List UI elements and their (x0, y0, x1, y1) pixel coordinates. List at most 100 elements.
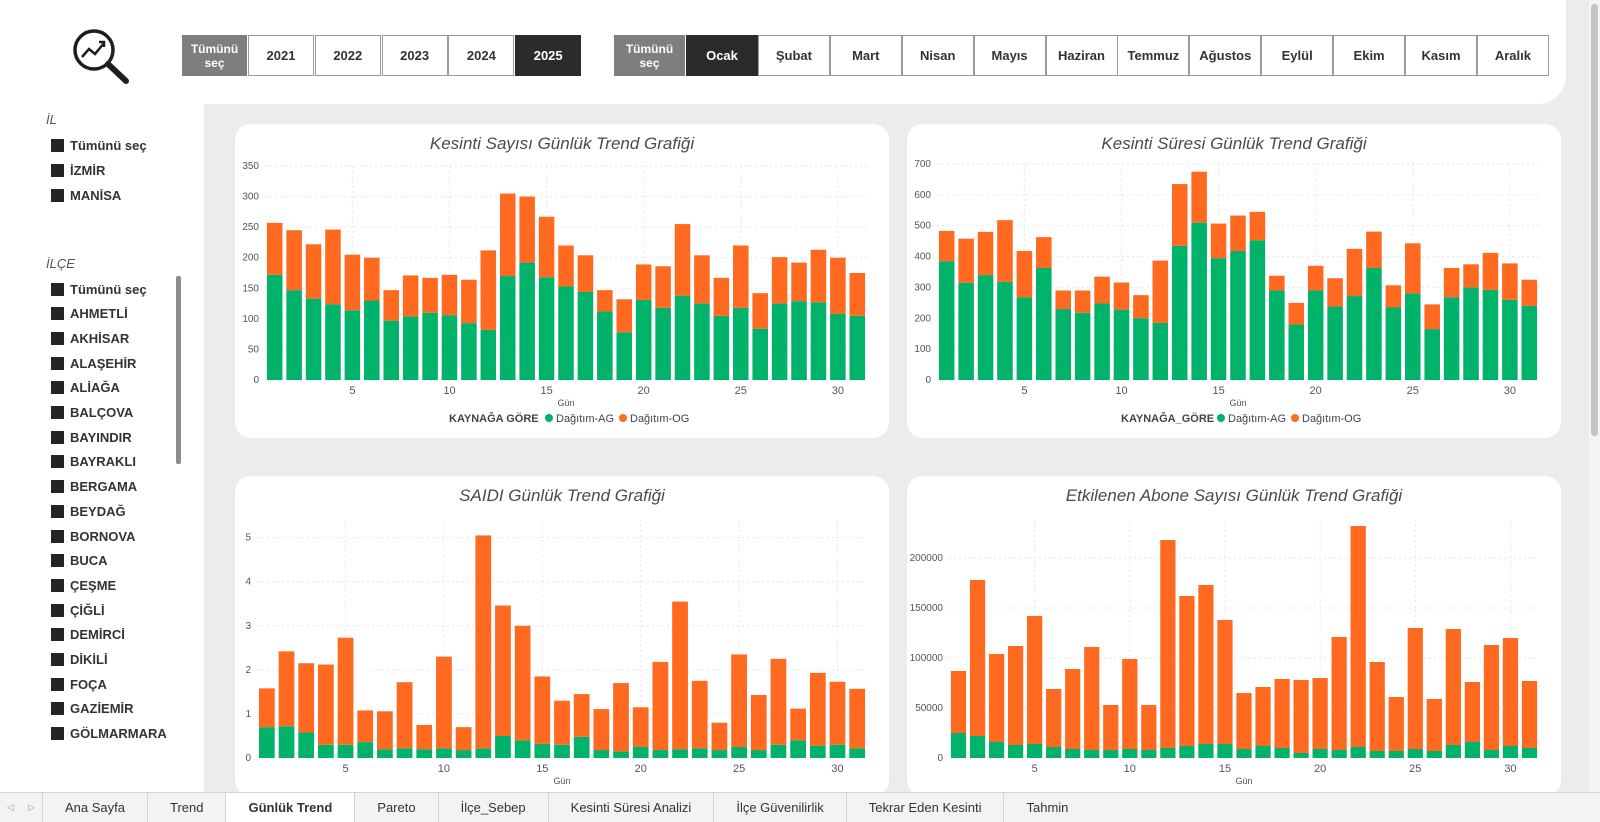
bar-ag[interactable] (480, 329, 497, 380)
bar-og[interactable] (593, 709, 610, 751)
bar-ag[interactable] (1307, 290, 1324, 380)
bar-og[interactable] (495, 605, 511, 736)
bar-ag[interactable] (1255, 746, 1271, 758)
bar-ag[interactable] (977, 275, 994, 380)
bar-og[interactable] (771, 257, 788, 304)
bar-og[interactable] (997, 220, 1013, 282)
bar-ag[interactable] (577, 291, 594, 380)
tab-4[interactable]: Pareto (354, 793, 437, 822)
year-select-all-button[interactable]: Tümünü seç (182, 35, 247, 76)
bar-og[interactable] (791, 262, 807, 302)
bar-og[interactable] (713, 277, 730, 316)
bar-og[interactable] (558, 245, 574, 287)
page-scrollbar-thumb[interactable] (1591, 4, 1598, 436)
checkbox-icon[interactable] (51, 282, 64, 296)
bar-og[interactable] (1388, 697, 1404, 751)
bar-og[interactable] (635, 264, 652, 300)
bar-og[interactable] (731, 654, 747, 747)
ilce-item[interactable]: FOÇA (51, 674, 107, 694)
bar-og[interactable] (691, 680, 708, 749)
bar-og[interactable] (480, 250, 497, 330)
bar-og[interactable] (1236, 693, 1252, 749)
month-button-6[interactable]: Haziran (1045, 35, 1118, 76)
bar-ag[interactable] (1293, 753, 1309, 758)
bar-og[interactable] (938, 230, 955, 262)
bar-og[interactable] (950, 671, 967, 733)
bar-ag[interactable] (1388, 751, 1404, 758)
bar-ag[interactable] (1249, 240, 1266, 380)
bar-og[interactable] (830, 257, 846, 314)
ilce-item[interactable]: Tümünü seç (51, 279, 147, 299)
ilce-item[interactable]: ALİAĞA (51, 378, 120, 398)
bar-ag[interactable] (1483, 750, 1500, 758)
bar-og[interactable] (1113, 282, 1130, 310)
bar-ag[interactable] (1426, 751, 1442, 758)
bar-og[interactable] (266, 222, 283, 275)
bar-og[interactable] (969, 580, 986, 736)
month-button-1[interactable]: Ocak (686, 35, 758, 76)
bar-ag[interactable] (958, 282, 974, 380)
bar-og[interactable] (652, 661, 669, 751)
checkbox-icon[interactable] (51, 480, 64, 494)
tab-next-icon[interactable]: ▷ (28, 802, 35, 812)
bar-og[interactable] (534, 676, 551, 744)
tab-8[interactable]: Tekrar Eden Kesinti (845, 793, 1004, 822)
bar-og[interactable] (1103, 705, 1119, 750)
bar-ag[interactable] (938, 261, 955, 380)
bar-og[interactable] (1191, 171, 1207, 223)
bar-og[interactable] (364, 257, 380, 301)
bar-og[interactable] (988, 654, 1005, 742)
bar-og[interactable] (1312, 678, 1328, 749)
bar-ag[interactable] (713, 315, 730, 380)
checkbox-icon[interactable] (51, 702, 64, 716)
bar-og[interactable] (1483, 645, 1500, 750)
bar-og[interactable] (514, 625, 531, 741)
ilce-item[interactable]: ÇEŞME (51, 575, 116, 595)
bar-og[interactable] (344, 254, 361, 311)
bar-ag[interactable] (1366, 267, 1382, 380)
bar-ag[interactable] (1133, 318, 1149, 380)
bar-ag[interactable] (613, 751, 629, 758)
bar-og[interactable] (1055, 290, 1071, 310)
bar-og[interactable] (829, 681, 846, 745)
bar-og[interactable] (305, 244, 322, 299)
bar-og[interactable] (1074, 290, 1091, 313)
year-button-2023[interactable]: 2023 (381, 35, 448, 76)
bar-ag[interactable] (1094, 303, 1110, 380)
month-button-3[interactable]: Mart (829, 35, 902, 76)
bar-ag[interactable] (635, 299, 652, 380)
bar-ag[interactable] (1502, 299, 1518, 380)
bar-og[interactable] (1288, 302, 1305, 325)
year-button-2022[interactable]: 2022 (314, 35, 381, 76)
bar-og[interactable] (750, 694, 767, 751)
ilce-item[interactable]: BALÇOVA (51, 403, 133, 423)
bar-og[interactable] (318, 664, 334, 745)
bar-ag[interactable] (1027, 744, 1043, 758)
bar-og[interactable] (441, 274, 458, 316)
bar-og[interactable] (790, 708, 806, 741)
checkbox-icon[interactable] (51, 677, 64, 691)
bar-og[interactable] (694, 255, 710, 304)
month-button-10[interactable]: Ekim (1333, 35, 1406, 76)
bar-og[interactable] (377, 711, 393, 750)
bar-ag[interactable] (616, 332, 633, 380)
bar-ag[interactable] (534, 743, 551, 758)
bar-ag[interactable] (810, 302, 827, 380)
ilce-item[interactable]: BEYDAĞ (51, 501, 126, 521)
bar-ag[interactable] (1217, 744, 1233, 758)
bar-og[interactable] (1008, 646, 1024, 745)
bar-ag[interactable] (1198, 744, 1214, 758)
bar-og[interactable] (1385, 285, 1402, 308)
bar-og[interactable] (1482, 252, 1499, 290)
bar-og[interactable] (1426, 699, 1442, 751)
bar-ag[interactable] (830, 313, 846, 380)
bar-ag[interactable] (305, 298, 322, 380)
tab-1[interactable]: Ana Sayfa (42, 793, 147, 822)
bar-ag[interactable] (1152, 322, 1169, 380)
checkbox-icon[interactable] (51, 163, 64, 177)
bar-ag[interactable] (750, 750, 767, 758)
bar-ag[interactable] (519, 262, 535, 380)
bar-ag[interactable] (1191, 222, 1207, 380)
year-button-2025[interactable]: 2025 (515, 35, 582, 76)
bar-og[interactable] (337, 637, 354, 745)
